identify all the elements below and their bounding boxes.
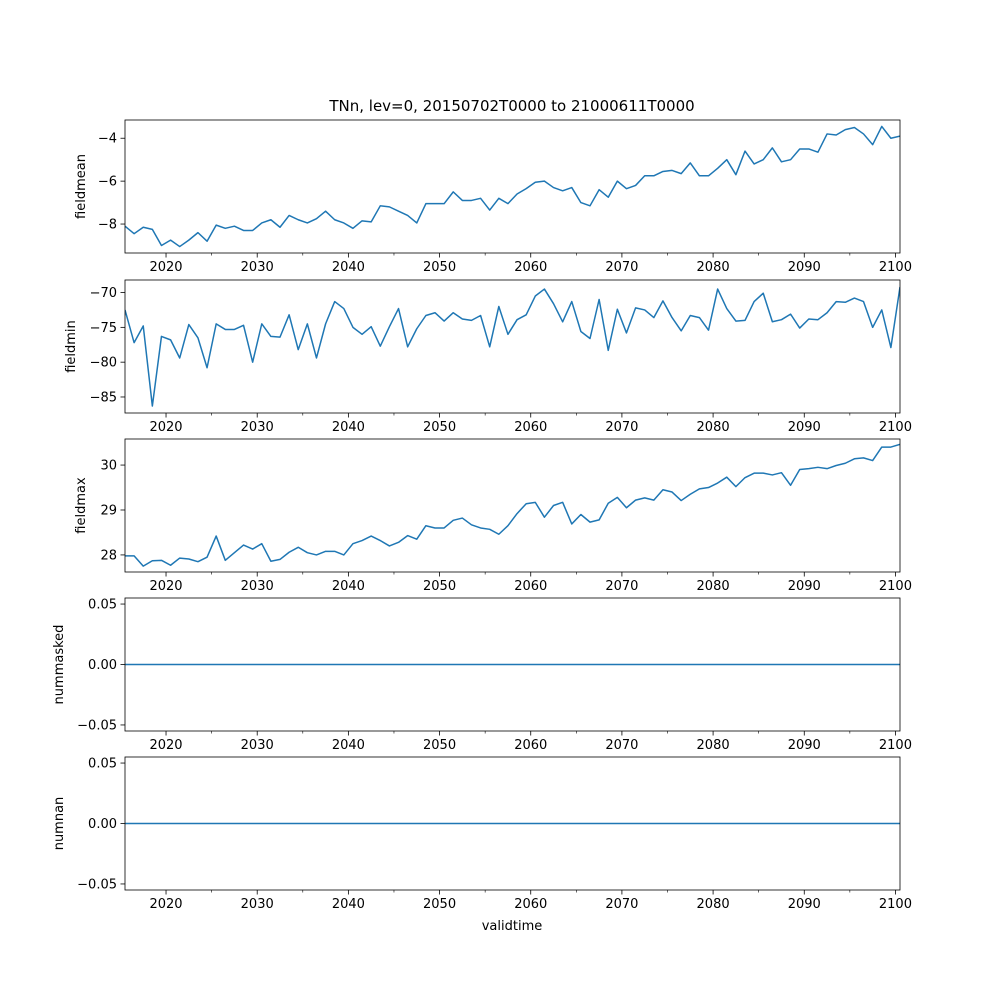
x-tick-label: 2060	[514, 738, 547, 753]
x-tick-label: 2020	[149, 738, 182, 753]
series-line-fieldmax	[125, 443, 900, 567]
subplot-fieldmin: 2020 2030 2040 2050 2060 2070 2080 2090 2100 −85 −…	[64, 279, 912, 435]
x-tick-label: 2050	[423, 897, 456, 912]
x-tick-label: 2040	[332, 897, 365, 912]
x-tick-label: 2100	[879, 738, 912, 753]
x-tick-label: 2100	[879, 897, 912, 912]
y-tick-label: −75	[90, 321, 117, 336]
figure-title: TNn, lev=0, 20150702T0000 to 21000611T00…	[328, 97, 694, 115]
y-tick-label: 29	[100, 503, 117, 518]
y-tick-label: 30	[100, 459, 117, 474]
x-axis-label: validtime	[482, 919, 543, 934]
x-tick-label: 2030	[241, 260, 274, 275]
x-tick-label: 2100	[879, 579, 912, 594]
x-tick-label: 2050	[423, 579, 456, 594]
x-tick-label: 2040	[332, 420, 365, 435]
x-tick-label: 2050	[423, 420, 456, 435]
subplot-numnan: 2020 2030 2040 2050 2060 2070 2080 2090 2100 −0.0…	[52, 757, 912, 912]
y-tick-label: 28	[100, 548, 117, 563]
x-tick-label: 2100	[879, 260, 912, 275]
x-tick-label: 2080	[697, 738, 730, 753]
y-tick-label: 0.05	[88, 757, 117, 772]
y-tick-label: −4	[98, 132, 117, 147]
x-tick-label: 2060	[514, 897, 547, 912]
x-tick-label: 2020	[149, 260, 182, 275]
x-tick-label: 2020	[149, 579, 182, 594]
y-axis-label-numnan: numnan	[52, 797, 67, 851]
subplots: 2020 2030 2040 2050 2060 2070 2080 2090 2100 −8 −6…	[52, 119, 912, 912]
subplot-fieldmean: 2020 2030 2040 2050 2060 2070 2080 2090 2100 −8 −6…	[74, 119, 912, 275]
x-tick-label: 2060	[514, 420, 547, 435]
x-tick-label: 2020	[149, 420, 182, 435]
x-tick-label: 2090	[788, 738, 821, 753]
x-tick-label: 2020	[149, 897, 182, 912]
y-axis-label-fieldmin: fieldmin	[64, 320, 79, 373]
x-tick-label: 2080	[697, 897, 730, 912]
x-tick-label: 2040	[332, 738, 365, 753]
x-tick-label: 2060	[514, 260, 547, 275]
axes-frame	[124, 438, 901, 573]
subplot-nummasked: 2020 2030 2040 2050 2060 2070 2080 2090 2100 −0.0…	[52, 598, 912, 753]
x-tick-label: 2070	[605, 897, 638, 912]
y-tick-label: −0.05	[77, 718, 117, 733]
axes-frame	[124, 279, 901, 414]
y-axis-label-nummasked: nummasked	[52, 625, 67, 705]
x-tick-label: 2080	[697, 420, 730, 435]
x-tick-label: 2070	[605, 579, 638, 594]
y-tick-label: −85	[90, 390, 117, 405]
subplot-fieldmax: 2020 2030 2040 2050 2060 2070 2080 2090 2100 28 29…	[74, 438, 912, 594]
x-tick-label: 2030	[241, 897, 274, 912]
y-tick-label: 0.00	[88, 658, 117, 673]
x-tick-label: 2090	[788, 579, 821, 594]
y-tick-label: 0.00	[88, 817, 117, 832]
y-tick-label: −0.05	[77, 877, 117, 892]
x-tick-label: 2100	[879, 420, 912, 435]
x-tick-label: 2050	[423, 260, 456, 275]
y-tick-label: −70	[90, 286, 117, 301]
x-tick-label: 2070	[605, 738, 638, 753]
y-tick-label: −8	[98, 218, 117, 233]
y-axis-label-fieldmean: fieldmean	[74, 154, 89, 219]
x-tick-label: 2070	[605, 420, 638, 435]
x-tick-label: 2040	[332, 579, 365, 594]
x-tick-label: 2030	[241, 420, 274, 435]
x-tick-label: 2080	[697, 579, 730, 594]
series-line-fieldmin	[125, 286, 900, 407]
x-tick-label: 2090	[788, 897, 821, 912]
x-tick-label: 2050	[423, 738, 456, 753]
x-tick-label: 2080	[697, 260, 730, 275]
x-tick-label: 2090	[788, 420, 821, 435]
axes-frame	[124, 119, 901, 254]
x-tick-label: 2040	[332, 260, 365, 275]
x-tick-label: 2060	[514, 579, 547, 594]
x-tick-label: 2030	[241, 579, 274, 594]
y-tick-label: −80	[90, 356, 117, 371]
y-axis-label-fieldmax: fieldmax	[74, 477, 89, 534]
x-tick-label: 2090	[788, 260, 821, 275]
x-tick-label: 2070	[605, 260, 638, 275]
x-tick-label: 2030	[241, 738, 274, 753]
series-line-fieldmean	[125, 125, 900, 248]
y-tick-label: −6	[98, 175, 117, 190]
y-tick-label: 0.05	[88, 598, 117, 613]
